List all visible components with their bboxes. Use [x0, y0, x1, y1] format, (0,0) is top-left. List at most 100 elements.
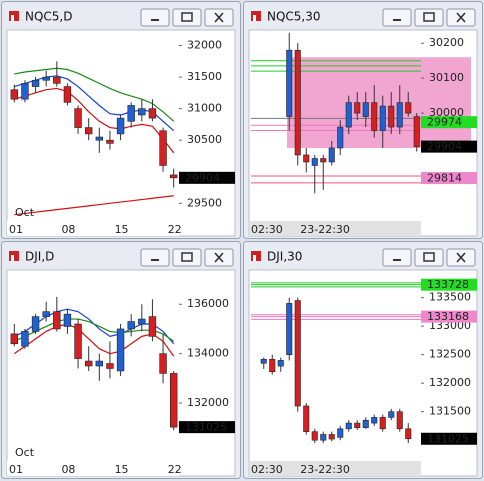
- candle-body: [53, 76, 61, 84]
- candle-body: [74, 323, 82, 359]
- time-axis-strip: [7, 221, 179, 236]
- price-tag-label: 29904: [427, 140, 462, 153]
- close-glyph: [456, 252, 466, 263]
- candle-body: [286, 303, 293, 355]
- x-tick-label: 15: [115, 223, 129, 236]
- candle-body: [405, 102, 412, 114]
- chart-window: DJI,3013350013300013250013200013150002:3…: [243, 241, 483, 479]
- x-tick-label: 15: [115, 463, 129, 476]
- minimize-button[interactable]: [382, 8, 412, 27]
- maximize-button[interactable]: [414, 8, 444, 27]
- candle-body: [320, 158, 327, 163]
- price-tag: [179, 421, 235, 434]
- y-tick-label: 32000: [187, 39, 222, 52]
- candle-body: [362, 102, 369, 117]
- candle-body: [84, 360, 93, 367]
- price-tag-label: 133728: [427, 278, 469, 291]
- minimize-button[interactable]: [140, 8, 170, 27]
- title-icon-inner: [253, 15, 256, 21]
- window-title: NQC5,D: [25, 10, 73, 24]
- price-tag-label: 29974: [427, 116, 462, 129]
- candle-body: [159, 353, 167, 374]
- x-tick-label: 23-22:30: [300, 223, 350, 236]
- y-tick-label: 30200: [429, 36, 464, 49]
- chart-window: DJI,D 136000 134000 132000 01 08 15 22 Oct 131025: [1, 241, 241, 479]
- period-label: Oct: [15, 206, 35, 219]
- candle-body: [169, 373, 178, 428]
- candle-body: [116, 117, 125, 135]
- minimize-glyph: [393, 19, 401, 21]
- x-tick-label: 08: [61, 223, 75, 236]
- candle-body: [169, 174, 178, 179]
- maximize-button[interactable]: [414, 248, 444, 267]
- candle-body: [148, 316, 157, 337]
- y-tick-label: 31000: [187, 102, 222, 115]
- candle-body: [371, 102, 378, 131]
- candle-body: [74, 108, 82, 128]
- x-tick-label: 22: [168, 223, 182, 236]
- minimize-button[interactable]: [140, 248, 170, 267]
- maximize-button[interactable]: [172, 248, 202, 267]
- minimize-glyph: [151, 19, 159, 21]
- x-tick-label: 22: [168, 463, 182, 476]
- candle-body: [388, 105, 395, 128]
- time-axis-strip: [7, 461, 179, 476]
- candle-body: [320, 434, 327, 441]
- x-tick-label: 23-22:30: [300, 463, 350, 476]
- candle-body: [286, 49, 293, 117]
- x-tick-label: 02:30: [251, 223, 283, 236]
- candle-body: [345, 102, 352, 128]
- candle-body: [413, 116, 420, 147]
- y-tick-label: 29500: [187, 196, 222, 209]
- close-glyph: [456, 12, 466, 23]
- period-label: Oct: [15, 446, 35, 459]
- candle-body: [405, 428, 412, 440]
- candle-body: [294, 300, 301, 407]
- candle-body: [106, 139, 114, 144]
- y-tick-label: 30500: [187, 133, 222, 146]
- candle-body: [303, 154, 310, 163]
- minimize-glyph: [151, 259, 159, 261]
- candle-body: [379, 417, 386, 430]
- y-tick-label: 131500: [429, 405, 471, 418]
- y-tick-label: 134000: [187, 347, 229, 360]
- x-tick-label: 02:30: [251, 463, 283, 476]
- candle-body: [10, 333, 19, 345]
- price-tag: [421, 172, 477, 185]
- minimize-glyph: [393, 259, 401, 261]
- price-tag: [421, 140, 477, 153]
- maximize-button[interactable]: [172, 8, 202, 27]
- maximize-glyph: [423, 12, 435, 22]
- candle-body: [116, 328, 125, 372]
- price-tag-label: 29904: [185, 171, 220, 184]
- candle-body: [106, 363, 114, 369]
- time-axis-strip: [249, 221, 421, 236]
- moving-average: [14, 195, 174, 216]
- candle-body: [42, 76, 50, 81]
- candle-body: [127, 321, 135, 330]
- title-icon-inner: [11, 15, 14, 21]
- candle-body: [31, 316, 40, 332]
- candle-body: [354, 422, 361, 428]
- price-tag: [421, 432, 477, 445]
- candle-body: [260, 358, 267, 364]
- maximize-glyph: [423, 252, 435, 262]
- candle-body: [371, 417, 378, 424]
- close-glyph: [214, 12, 224, 23]
- price-tag: [421, 278, 477, 291]
- candle-body: [362, 419, 369, 428]
- candle-body: [138, 108, 146, 116]
- candle-body: [337, 126, 344, 149]
- minimize-button[interactable]: [382, 248, 412, 267]
- candle-body: [269, 358, 276, 373]
- candle-body: [95, 136, 104, 141]
- candle-body: [277, 360, 284, 367]
- candle-body: [42, 311, 50, 317]
- y-tick-label: 30000: [429, 106, 464, 119]
- price-tag-label: 131025: [185, 421, 227, 434]
- candle-body: [21, 83, 29, 100]
- candle-body: [53, 311, 61, 330]
- candle-body: [388, 411, 395, 418]
- title-icon-inner: [253, 255, 256, 261]
